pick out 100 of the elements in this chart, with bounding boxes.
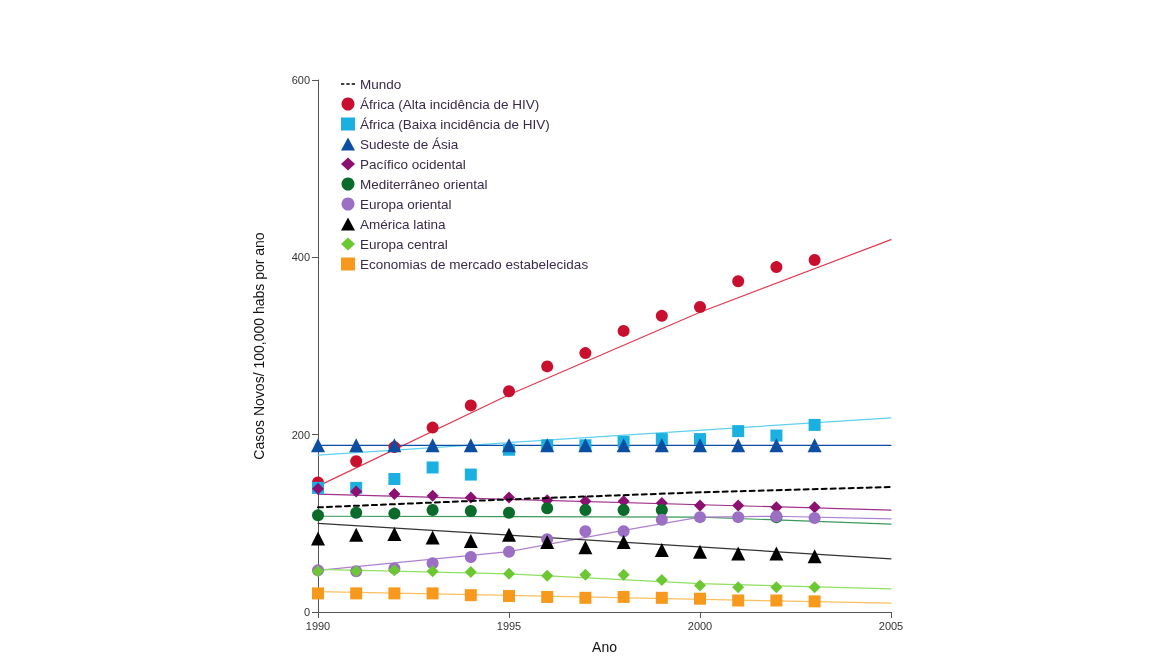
x-tick-label: 2000 — [687, 619, 713, 632]
point — [617, 590, 630, 603]
point — [311, 438, 325, 453]
legend-label: Europa central — [360, 236, 448, 252]
point — [388, 488, 401, 501]
point — [541, 590, 554, 603]
point — [694, 300, 706, 313]
point — [732, 499, 745, 512]
point — [425, 438, 440, 453]
point — [732, 275, 745, 288]
point — [463, 438, 478, 453]
y-tick-label: 600 — [291, 74, 310, 86]
point — [503, 545, 515, 558]
point — [579, 568, 592, 581]
point — [503, 567, 515, 580]
point — [541, 569, 554, 582]
x-axis-title: Ano — [592, 639, 618, 655]
y-tick-label: 200 — [291, 428, 310, 441]
point — [693, 438, 707, 453]
point — [464, 551, 477, 564]
legend-label: América latina — [360, 216, 447, 232]
point — [808, 512, 821, 525]
point — [503, 506, 515, 519]
point — [807, 438, 822, 453]
point — [617, 568, 630, 581]
point — [579, 591, 592, 604]
point — [617, 525, 630, 538]
point — [770, 594, 783, 607]
point — [808, 418, 821, 431]
point — [579, 504, 592, 517]
point — [578, 540, 593, 555]
point — [388, 587, 401, 600]
point — [808, 581, 821, 594]
point — [694, 511, 706, 524]
point — [349, 438, 364, 453]
point — [426, 587, 439, 600]
legend-label: Pacífico ocidental — [360, 156, 466, 172]
point — [388, 507, 401, 520]
point — [770, 429, 783, 442]
legend-label: Economias de mercado estabelecidas — [360, 256, 589, 272]
point — [541, 360, 554, 373]
point — [770, 581, 783, 594]
point — [616, 438, 631, 453]
point — [464, 589, 477, 602]
point — [350, 455, 363, 468]
point — [426, 504, 439, 517]
point — [312, 509, 324, 522]
point — [425, 530, 440, 545]
point — [617, 324, 630, 337]
point — [579, 347, 592, 360]
point — [769, 546, 784, 561]
point — [808, 501, 821, 514]
point — [350, 506, 363, 519]
point — [426, 565, 439, 578]
y-tick-label: 400 — [291, 251, 310, 264]
point — [731, 438, 746, 453]
point — [694, 499, 706, 512]
point — [464, 566, 477, 579]
point — [579, 525, 592, 538]
point — [426, 489, 439, 502]
point — [655, 574, 668, 587]
point — [770, 261, 783, 274]
point — [503, 385, 515, 398]
x-tick-label: 1990 — [305, 619, 331, 632]
point — [732, 425, 745, 438]
point — [311, 531, 325, 546]
point — [655, 513, 668, 526]
x-tick-label: 1995 — [496, 619, 522, 632]
point — [808, 595, 821, 608]
point — [350, 587, 363, 600]
point — [464, 504, 477, 517]
point — [654, 542, 669, 557]
point — [502, 438, 516, 453]
point — [732, 581, 745, 594]
legend-label: Europa oriental — [360, 196, 452, 212]
y-tick-label: 0 — [303, 606, 310, 618]
legend-label: África (Baixa incidência de HIV) — [360, 116, 550, 132]
point — [731, 546, 746, 561]
point — [808, 254, 821, 266]
point — [694, 592, 706, 605]
point — [617, 504, 630, 517]
y-axis-title: Casos Novos/ 100,000 habs por ano — [251, 232, 267, 460]
point — [503, 590, 515, 603]
point — [807, 549, 822, 564]
point — [502, 527, 516, 542]
point — [387, 526, 402, 541]
legend-label: África (Alta incidência de HIV) — [360, 96, 540, 112]
legend-label: Sudeste de Ásia — [360, 136, 459, 152]
point — [349, 527, 364, 542]
point — [655, 591, 668, 604]
point — [694, 579, 706, 592]
point — [312, 587, 324, 600]
point — [426, 461, 439, 474]
legend-label: Mundo — [360, 76, 402, 92]
point — [732, 594, 745, 607]
point — [654, 438, 669, 453]
point — [388, 473, 401, 485]
x-tick-label: 2005 — [878, 619, 904, 632]
point — [464, 468, 477, 481]
point — [616, 534, 631, 549]
